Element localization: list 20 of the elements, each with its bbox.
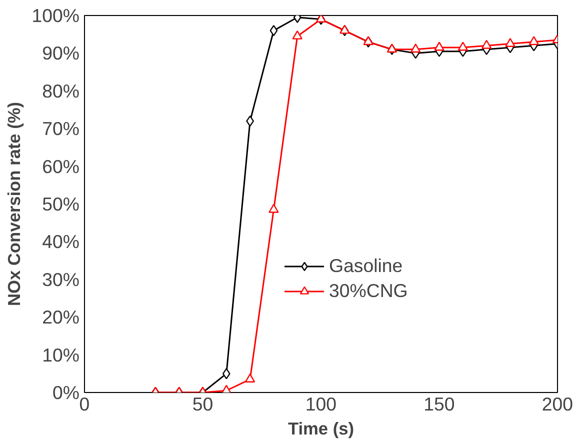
x-tick-label: 100	[305, 394, 337, 414]
y-tick-label: 0%	[52, 382, 80, 403]
y-tick-label: 30%	[42, 268, 80, 290]
y-tick-label: 40%	[42, 231, 80, 252]
y-tick-label: 50%	[42, 194, 80, 214]
legend-label: Gasoline	[329, 255, 403, 277]
y-tick-label: 60%	[42, 156, 80, 177]
y-tick-label: 90%	[42, 42, 80, 64]
y-tick-label: 70%	[42, 118, 80, 140]
x-tick-label: 200	[542, 394, 574, 414]
x-axis-title: Time (s)	[288, 418, 354, 438]
x-tick-label: 0	[79, 394, 90, 414]
x-tick-label: 50	[192, 394, 214, 414]
y-tick-label: 100%	[32, 5, 80, 26]
y-tick-label: 10%	[42, 344, 80, 366]
legend-label: 30%CNG	[329, 280, 408, 302]
y-tick-label: 20%	[42, 306, 80, 328]
x-tick-label: 150	[424, 394, 455, 414]
y-tick-label: 80%	[42, 80, 80, 102]
y-axis-title: NOx Conversion rate (%)	[4, 102, 24, 306]
